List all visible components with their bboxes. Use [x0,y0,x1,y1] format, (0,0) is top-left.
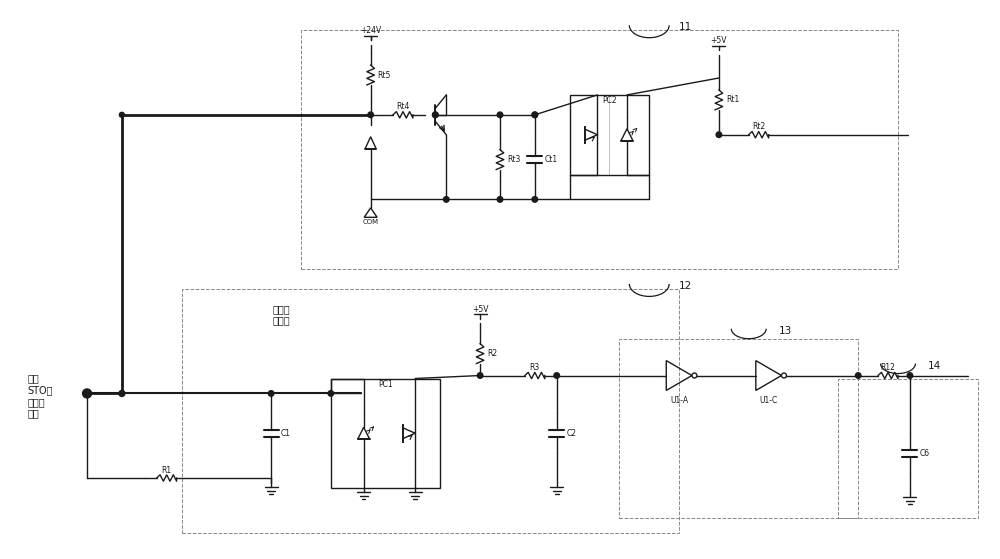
Circle shape [477,373,483,378]
Text: 第一光
耦电路: 第一光 耦电路 [272,304,290,325]
Bar [619,339,858,518]
Text: Rt4: Rt4 [396,102,410,111]
Text: 12: 12 [679,281,692,291]
Text: +5V: +5V [472,305,488,314]
Bar [182,289,679,533]
Text: C6: C6 [920,449,930,458]
Circle shape [716,132,722,138]
Circle shape [554,373,560,378]
Text: Rt5: Rt5 [378,70,391,79]
Circle shape [532,197,538,202]
Text: Ct1: Ct1 [545,155,558,164]
Text: 11: 11 [679,22,692,32]
Text: PC2: PC2 [602,96,617,106]
Text: 14: 14 [928,361,941,371]
Text: R12: R12 [881,363,895,372]
Text: 13: 13 [779,326,792,336]
Text: Rt3: Rt3 [507,155,520,164]
Circle shape [532,112,538,117]
Bar [301,30,898,269]
Text: PC1: PC1 [378,380,393,389]
Circle shape [443,197,449,202]
Text: C1: C1 [281,429,291,438]
Text: C2: C2 [567,429,577,438]
Text: U1-A: U1-A [670,396,688,405]
Circle shape [433,112,438,117]
Circle shape [119,390,125,396]
Text: +5V: +5V [711,36,727,45]
Circle shape [368,112,373,117]
Text: Rt1: Rt1 [726,96,739,105]
Circle shape [907,373,913,378]
Circle shape [268,391,274,396]
Circle shape [855,373,861,378]
Bar [838,378,978,518]
Circle shape [328,391,334,396]
Circle shape [433,112,438,117]
Circle shape [497,112,503,117]
Text: 第一
STO功
能触发
信号: 第一 STO功 能触发 信号 [27,373,53,418]
Bar [331,378,440,488]
Circle shape [83,389,92,398]
Circle shape [532,112,538,117]
Text: +24V: +24V [360,26,381,35]
Bar [570,95,649,174]
Circle shape [497,197,503,202]
Circle shape [119,112,124,117]
Text: R2: R2 [487,349,497,358]
Text: U1-C: U1-C [760,396,778,405]
Text: R3: R3 [530,363,540,372]
Text: COM: COM [363,219,379,225]
Text: R1: R1 [162,466,172,475]
Text: Rt2: Rt2 [752,122,765,131]
